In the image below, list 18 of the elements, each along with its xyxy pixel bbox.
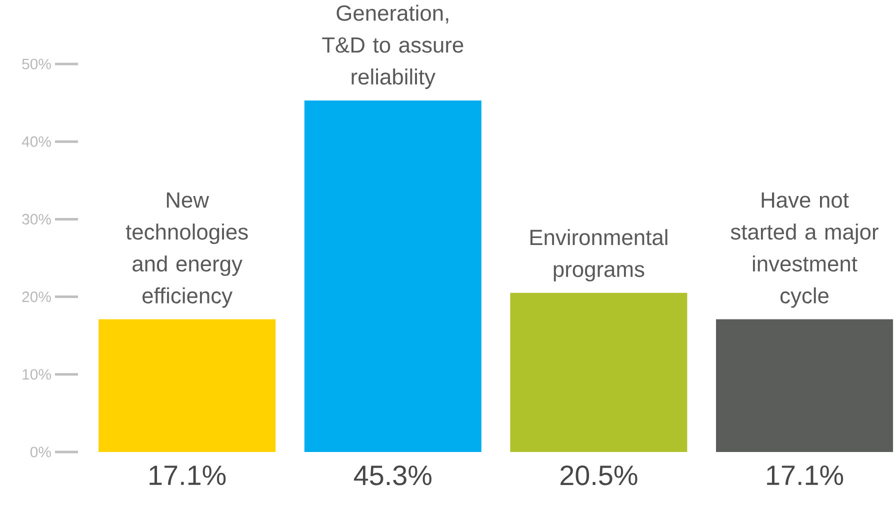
data-label: 17.1% (150, 466, 226, 486)
y-tick-label: 40% (22, 136, 51, 147)
y-tick-label: 50% (22, 58, 51, 70)
y-tick-label: 20% (22, 292, 51, 302)
bar (716, 319, 894, 452)
bar (510, 292, 688, 452)
x-tick-label: New technologies and energy efficiency (126, 192, 248, 308)
y-tick-label: 10% (22, 369, 51, 380)
x-tick-label: Environmental programs (530, 229, 668, 282)
data-label: 17.1% (767, 466, 844, 486)
data-label: 20.5% (560, 466, 638, 486)
bar (98, 319, 276, 452)
data-label: 45.3% (354, 466, 432, 486)
y-tick-label: 0% (30, 446, 51, 458)
y-tick-label: 30% (22, 214, 51, 224)
bar (304, 100, 482, 452)
x-tick-label: Have not started a major investment cycle (730, 192, 878, 308)
x-tick-label: Generation, T&D to assure reliability (322, 4, 464, 89)
